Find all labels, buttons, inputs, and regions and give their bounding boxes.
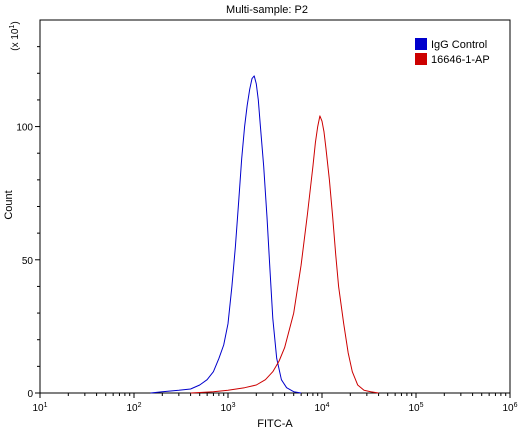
x-axis-ticks: 101 102 103 104 105 106	[32, 393, 518, 414]
x-tick-label: 104	[314, 402, 329, 414]
y-axis-multiplier: (x 101)	[9, 21, 21, 50]
legend-swatch	[415, 38, 427, 50]
series-layer	[150, 75, 379, 394]
y-multiplier-close: )	[10, 21, 21, 24]
y-multiplier-text: (x 10	[10, 28, 21, 51]
chart-title: Multi-sample: P2	[226, 4, 308, 16]
series-line-2	[190, 115, 379, 394]
x-tick-label: 101	[32, 402, 47, 414]
x-tick-label: 103	[220, 402, 235, 414]
series-line-1	[150, 75, 302, 394]
y-axis-label: Count	[3, 190, 15, 219]
y-tick-label: 100	[16, 123, 33, 134]
y-tick-label: 0	[27, 389, 33, 400]
legend-swatch	[415, 53, 427, 65]
x-tick-label: 102	[126, 402, 141, 414]
y-tick-label: 50	[22, 256, 34, 267]
legend: IgG Control 16646-1-AP	[415, 38, 490, 66]
legend-label: 16646-1-AP	[431, 54, 490, 66]
x-axis-label: FITC-A	[257, 418, 293, 430]
legend-label: IgG Control	[431, 39, 487, 51]
y-axis-ticks: 0 50 100	[16, 46, 40, 400]
y-multiplier-exponent: 1	[9, 25, 16, 29]
x-tick-label: 106	[502, 402, 517, 414]
x-tick-label: 105	[408, 402, 423, 414]
